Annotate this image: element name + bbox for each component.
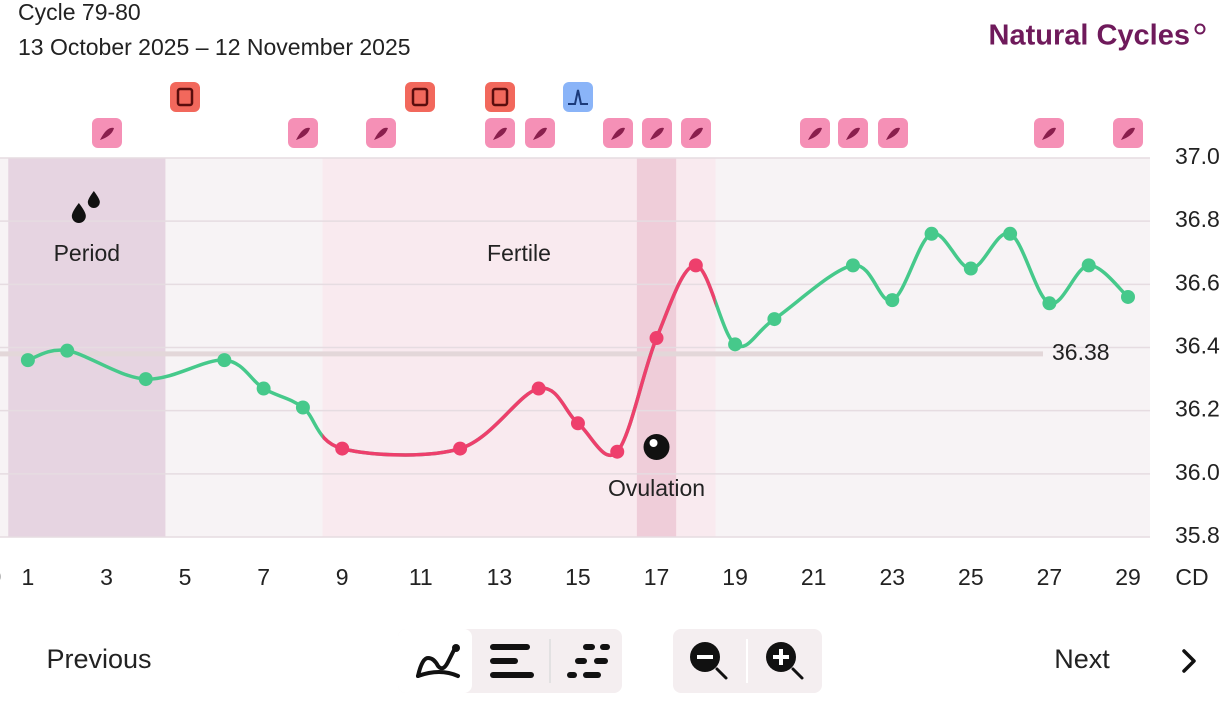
event-glyph <box>493 127 507 140</box>
test-glyph <box>491 87 509 107</box>
x-tick-label: 15 <box>565 564 591 590</box>
y-tick-label: 35.8 <box>1175 522 1220 548</box>
event-glyph <box>374 127 388 140</box>
phase-label: Fertile <box>487 240 551 266</box>
temperature-point <box>1081 258 1096 273</box>
test-glyph <box>176 87 194 107</box>
cycle-title: Cycle 79-80 <box>18 0 141 25</box>
brand-logo: Natural Cycles <box>989 20 1191 52</box>
x-tick-label: 29 <box>0 564 1 590</box>
bar-view-button[interactable] <box>490 644 534 678</box>
temperature-point <box>610 444 625 459</box>
event-glyph <box>846 127 860 140</box>
x-tick-label: 9 <box>336 564 349 590</box>
temperature-point <box>1003 226 1018 241</box>
x-tick-label: 21 <box>801 564 827 590</box>
ovulation-icon <box>643 434 670 460</box>
phase-label: Ovulation <box>608 475 705 501</box>
zoom-out-button[interactable] <box>690 642 728 680</box>
event-icons <box>92 82 1143 148</box>
event-glyph <box>533 127 547 140</box>
test-glyph <box>411 87 429 107</box>
temperature-point <box>531 381 546 396</box>
x-tick-label: 25 <box>958 564 984 590</box>
test-icon <box>405 82 435 112</box>
phase-label: Period <box>54 240 120 266</box>
temperature-point <box>335 441 350 456</box>
temperature-point <box>1042 296 1057 311</box>
temperature-point <box>767 312 782 327</box>
x-tick-label: 23 <box>879 564 905 590</box>
graph-icon-base <box>416 670 460 678</box>
x-tick-label: 29 <box>1115 564 1141 590</box>
event-glyph <box>689 127 703 140</box>
next-chevron[interactable] <box>1182 649 1196 673</box>
temperature-point <box>924 226 939 241</box>
x-tick-label: 3 <box>100 564 113 590</box>
temperature-point <box>688 258 703 273</box>
period-icon <box>71 191 100 223</box>
y-tick-label: 36.6 <box>1175 269 1220 295</box>
event-glyph <box>650 127 664 140</box>
temperature-point <box>217 353 232 368</box>
x-tick-label: 17 <box>644 564 670 590</box>
cycle-dates: 13 October 2025 – 12 November 2025 <box>18 34 411 60</box>
temperature-point <box>845 258 860 273</box>
event-glyph <box>611 127 625 140</box>
event-glyph <box>1121 127 1135 140</box>
x-tick-label: 7 <box>257 564 270 590</box>
event-glyph <box>886 127 900 140</box>
ovulation-icon-shine <box>649 439 658 447</box>
y-tick-label: 36.8 <box>1175 206 1220 232</box>
test-glyph <box>568 89 588 105</box>
zoom-in-button[interactable] <box>766 642 804 680</box>
plot: 37.036.836.636.436.236.035.8291357911131… <box>0 143 1220 590</box>
temperature-point <box>649 331 664 346</box>
test-icon <box>563 82 593 112</box>
temperature-point <box>570 416 585 431</box>
temperature-point <box>1120 289 1135 304</box>
temperature-point <box>295 400 310 415</box>
x-tick-label: 13 <box>487 564 513 590</box>
event-glyph <box>100 127 114 140</box>
y-tick-label: 36.0 <box>1175 459 1220 485</box>
y-tick-label: 36.4 <box>1175 333 1220 359</box>
test-icon <box>170 82 200 112</box>
x-tick-label: 1 <box>21 564 34 590</box>
x-tick-label: 27 <box>1037 564 1063 590</box>
temperature-point <box>728 337 743 352</box>
graph-icon <box>416 648 456 678</box>
coverline-label: 36.38 <box>1052 339 1110 365</box>
temperature-point <box>963 261 978 276</box>
x-tick-label: 19 <box>722 564 748 590</box>
y-tick-label: 37.0 <box>1175 143 1220 169</box>
temperature-point <box>885 293 900 308</box>
brand-mark <box>1194 23 1206 35</box>
dot-view-button[interactable] <box>567 644 610 678</box>
event-glyph <box>296 127 310 140</box>
temperature-point <box>256 381 271 396</box>
y-tick-label: 36.2 <box>1175 396 1220 422</box>
event-glyph <box>1042 127 1056 140</box>
temperature-point <box>20 353 35 368</box>
temperature-point <box>60 343 75 358</box>
x-tick-label: 5 <box>179 564 192 590</box>
temperature-point <box>453 441 468 456</box>
next-button[interactable]: Next <box>1054 644 1110 674</box>
event-glyph <box>808 127 822 140</box>
test-icon <box>485 82 515 112</box>
graph-icon-dot <box>452 644 460 652</box>
x-unit-label: CD <box>1175 564 1208 590</box>
previous-button[interactable]: Previous <box>46 644 151 674</box>
x-tick-label: 11 <box>409 564 433 590</box>
temperature-point <box>138 372 153 387</box>
